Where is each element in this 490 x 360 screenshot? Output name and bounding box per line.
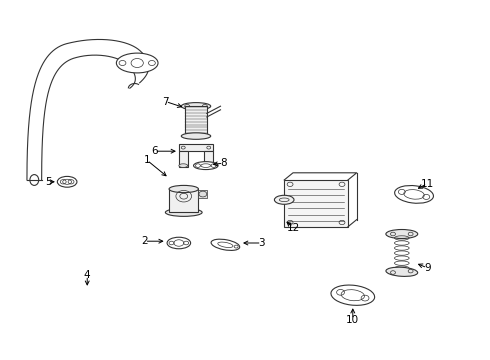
Bar (198, 190, 207, 198)
Text: 11: 11 (420, 179, 434, 189)
Ellipse shape (331, 285, 375, 305)
Ellipse shape (274, 195, 294, 204)
Text: 4: 4 (84, 270, 91, 280)
Text: 10: 10 (346, 315, 359, 325)
Ellipse shape (169, 185, 198, 193)
Ellipse shape (386, 230, 417, 239)
Ellipse shape (181, 133, 211, 139)
Text: 3: 3 (258, 238, 265, 248)
Ellipse shape (194, 162, 218, 170)
Ellipse shape (179, 164, 188, 167)
Text: 2: 2 (141, 236, 148, 246)
Ellipse shape (211, 239, 240, 251)
Bar (284, 180, 348, 227)
Ellipse shape (386, 267, 417, 276)
Ellipse shape (166, 208, 202, 216)
Bar (185, 106, 207, 135)
Text: 9: 9 (424, 263, 431, 273)
Text: 1: 1 (144, 155, 150, 165)
Text: 5: 5 (45, 177, 51, 187)
Ellipse shape (57, 176, 77, 187)
Ellipse shape (167, 237, 191, 249)
Ellipse shape (181, 103, 211, 110)
Text: 12: 12 (286, 222, 300, 233)
Bar (179, 151, 188, 167)
Text: 8: 8 (220, 158, 227, 168)
Text: 6: 6 (151, 146, 158, 156)
Ellipse shape (394, 185, 434, 203)
Bar (179, 144, 213, 151)
Ellipse shape (117, 53, 158, 73)
Text: 7: 7 (162, 96, 169, 107)
Bar (204, 151, 213, 167)
Bar (169, 189, 198, 212)
Ellipse shape (204, 164, 213, 167)
